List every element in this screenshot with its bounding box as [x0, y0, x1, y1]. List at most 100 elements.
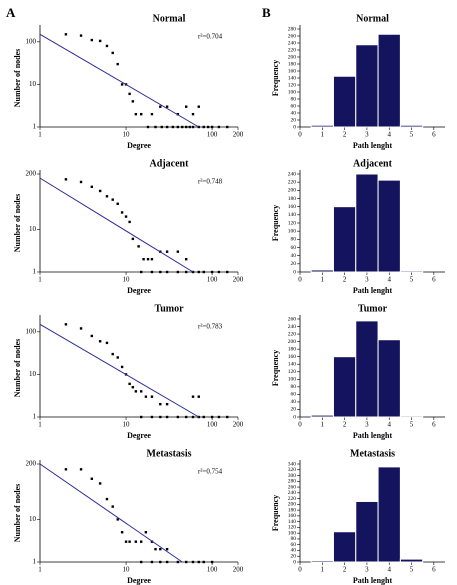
- x-axis-label: Degree: [127, 286, 151, 295]
- y-tick-label: 320: [288, 467, 297, 473]
- bar: [332, 531, 357, 563]
- bar: [355, 500, 379, 563]
- point: [184, 415, 188, 419]
- point: [154, 125, 157, 129]
- x-tick-label: 0: [298, 131, 302, 139]
- x-tick-label: 6: [432, 566, 436, 574]
- point: [150, 395, 154, 398]
- y-tick-label: 300: [288, 473, 297, 479]
- y-axis-label: Number of nodes: [13, 194, 22, 253]
- point: [159, 560, 162, 564]
- y-tick-label: 100: [26, 327, 37, 335]
- point: [202, 270, 205, 274]
- bar: [310, 124, 334, 128]
- point: [150, 112, 154, 116]
- x-tick-label: 1: [38, 276, 42, 284]
- y-tick-label: 1: [33, 413, 37, 421]
- y-tick-label: 80: [291, 96, 297, 102]
- x-tick-label: 6: [432, 276, 436, 284]
- y-tick-label: 180: [288, 61, 297, 67]
- bar: [377, 466, 401, 563]
- point: [140, 560, 143, 564]
- x-axis-label: Degree: [127, 431, 151, 440]
- point: [124, 540, 128, 543]
- x-tick-label: 2: [343, 131, 347, 139]
- point: [120, 83, 124, 86]
- y-tick-label: 40: [291, 548, 297, 554]
- y-tick-label: 100: [288, 530, 297, 536]
- point: [98, 39, 102, 43]
- x-tick-label: 4: [387, 131, 391, 139]
- point: [98, 189, 102, 193]
- y-tick-label: 100: [26, 37, 37, 45]
- point: [150, 560, 154, 564]
- x-tick-label: 0: [298, 276, 302, 284]
- bar: [399, 558, 424, 563]
- chart-title: Tumor: [358, 303, 388, 314]
- y-tick-label: 100: [288, 377, 297, 383]
- y-tick-label: 140: [288, 361, 297, 367]
- x-tick-label: 200: [233, 566, 244, 574]
- point: [191, 112, 195, 116]
- x-tick-label: 5: [410, 276, 414, 284]
- x-axis-label: Degree: [127, 141, 151, 150]
- point: [188, 125, 191, 129]
- point: [111, 198, 114, 201]
- x-tick-label: 5: [410, 566, 414, 574]
- chart-title: Metastasis: [350, 448, 395, 459]
- fit-line: [39, 177, 194, 273]
- panel-label: B: [262, 5, 271, 20]
- y-tick-label: 1: [33, 123, 37, 131]
- point: [79, 468, 83, 471]
- y-tick-label: 220: [288, 331, 297, 337]
- x-tick-label: 1: [321, 566, 325, 574]
- y-tick-label: 60: [291, 392, 297, 398]
- y-tick-label: 200: [26, 460, 37, 468]
- y-tick-label: 180: [288, 507, 297, 513]
- y-tick-label: 80: [291, 384, 297, 390]
- point: [120, 531, 124, 534]
- point: [142, 257, 145, 261]
- point: [210, 270, 214, 274]
- y-tick-label: 140: [288, 519, 297, 525]
- y-tick-label: 220: [288, 179, 297, 185]
- chart-title: Tumor: [154, 303, 184, 314]
- point: [116, 62, 119, 66]
- y-tick-label: 40: [291, 399, 297, 405]
- point: [131, 237, 135, 241]
- point: [202, 415, 205, 419]
- y-tick-label: 240: [288, 490, 297, 496]
- point: [226, 125, 229, 129]
- point: [160, 125, 163, 129]
- y-tick-label: 1: [33, 268, 37, 276]
- x-tick-label: 2: [343, 421, 347, 429]
- chart-title: Adjacent: [353, 158, 393, 169]
- point: [124, 215, 128, 218]
- y-axis-label: Frequency: [271, 350, 280, 386]
- point: [144, 531, 148, 534]
- point: [197, 105, 200, 108]
- point: [165, 250, 169, 253]
- bar: [332, 356, 357, 418]
- point: [111, 352, 114, 356]
- point: [128, 220, 131, 224]
- y-tick-label: 20: [291, 407, 297, 413]
- point: [165, 105, 169, 108]
- point: [197, 270, 200, 274]
- point: [159, 402, 162, 406]
- bar: [377, 179, 401, 273]
- point: [111, 505, 114, 508]
- point: [165, 270, 169, 274]
- point: [191, 395, 195, 398]
- point: [165, 415, 169, 419]
- point: [79, 34, 83, 37]
- point: [146, 125, 150, 129]
- point: [150, 257, 154, 261]
- bar: [355, 44, 379, 128]
- point: [210, 415, 214, 419]
- y-tick-label: 260: [288, 316, 297, 322]
- y-tick-label: 120: [288, 82, 297, 88]
- y-tick-label: 280: [288, 26, 297, 32]
- point: [90, 185, 94, 189]
- y-tick-label: 180: [288, 196, 297, 202]
